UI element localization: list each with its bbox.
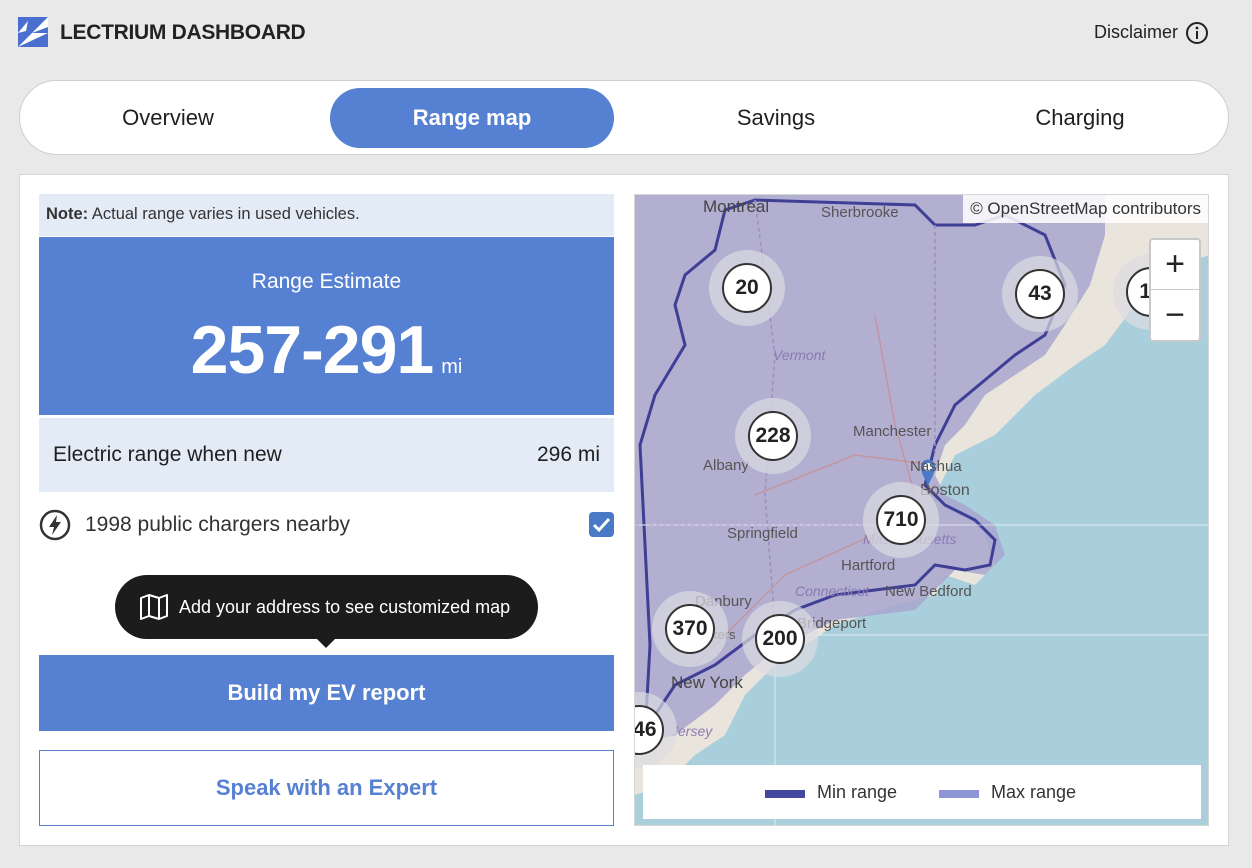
tab-savings-label[interactable]: Savings (736, 105, 816, 130)
min-range-label: Min range (817, 782, 898, 802)
speak-with-expert-label[interactable]: Speak with an Expert (215, 775, 438, 800)
tab-savings[interactable]: Savings (634, 88, 918, 148)
charger-cluster[interactable]: 200 (742, 601, 818, 677)
city-label-new-bedford: New Bedford (885, 583, 972, 600)
tab-overview[interactable]: Overview (26, 88, 310, 148)
map-legend: Min range Max range (643, 765, 1201, 819)
disclaimer-label[interactable]: Disclaimer (1093, 22, 1178, 42)
tab-overview-label[interactable]: Overview (122, 105, 214, 130)
tooltip-text: Add your address to see customized map (179, 596, 511, 617)
show-chargers-checkbox[interactable] (589, 512, 614, 537)
build-ev-report-button[interactable]: Build my EV report (39, 655, 614, 731)
map-attribution: © OpenStreetMap contributors (963, 195, 1208, 223)
address-tooltip: Add your address to see customized map (115, 575, 538, 648)
zoom-out-button[interactable]: − (1165, 295, 1185, 334)
range-estimate-value: 257-291 mi (39, 311, 614, 389)
charger-cluster[interactable]: 710 (863, 482, 939, 558)
speak-with-expert-button[interactable]: Speak with an Expert (39, 750, 614, 826)
range-value-unit: mi (441, 356, 463, 378)
range-when-new-label: Electric range when new (53, 443, 282, 466)
max-range-label: Max range (991, 782, 1077, 802)
map-icon (140, 594, 168, 620)
cluster-count[interactable]: 346 (635, 705, 664, 755)
zoom-in-button[interactable]: + (1151, 240, 1199, 290)
range-value-number: 257-291 (190, 312, 435, 388)
cluster-count[interactable]: 20 (722, 263, 772, 313)
charger-cluster[interactable]: 370 (652, 591, 728, 667)
max-range-swatch (939, 790, 979, 798)
state-label-vermont: Vermont (773, 347, 826, 363)
city-label-montreal: Montreal (703, 197, 770, 216)
tab-charging-label[interactable]: Charging (1035, 105, 1125, 130)
city-label-albany: Albany (703, 457, 749, 474)
info-icon[interactable] (1185, 21, 1209, 45)
disclaimer-link[interactable]: Disclaimer (1094, 22, 1178, 43)
city-label-nashua: Nashua (910, 458, 962, 475)
tab-bar: Overview Range map Savings Charging (19, 80, 1229, 155)
lightning-bolt-icon (39, 509, 71, 541)
city-label-manchester: Manchester (853, 423, 932, 440)
range-note: Note: Actual range varies in used vehicl… (39, 194, 614, 236)
top-bar: LECTRIUM DASHBOARD Disclaimer (0, 0, 1252, 70)
charger-cluster[interactable]: 20 (709, 250, 785, 326)
note-bold: Note: (46, 205, 89, 223)
city-label-sherbrooke: Sherbrooke (821, 204, 899, 221)
cluster-count[interactable]: 200 (755, 614, 805, 664)
city-label-new-york: New York (671, 673, 743, 692)
build-ev-report-label[interactable]: Build my EV report (227, 680, 426, 705)
range-estimate-card: Range Estimate 257-291 mi (39, 237, 614, 415)
checkmark-icon (592, 517, 611, 533)
state-label-jersey: Jersey (671, 723, 713, 739)
tab-charging[interactable]: Charging (938, 88, 1222, 148)
state-label-connecticut: Connecticut (795, 583, 869, 599)
brand-title: LECTRIUM DASHBOARD (60, 21, 306, 44)
range-when-new-row: Electric range when new 296 mi (39, 418, 614, 492)
zoom-control: + − (1149, 238, 1201, 342)
tab-range-map-label[interactable]: Range map (412, 105, 532, 130)
cluster-count[interactable]: 228 (748, 411, 798, 461)
lectrium-logo-icon (18, 17, 48, 47)
city-label-boston: Boston (920, 482, 970, 499)
range-when-new-value: 296 mi (536, 443, 600, 466)
charger-cluster[interactable]: 43 (1002, 256, 1078, 332)
note-text: Actual range varies in used vehicles. (91, 205, 360, 223)
public-chargers-label: 1998 public chargers nearby (85, 513, 351, 536)
public-chargers-row: 1998 public chargers nearby (39, 508, 614, 542)
range-estimate-title: Range Estimate (251, 270, 402, 293)
range-map[interactable]: Montreal Sherbrooke Manchester Albany Na… (634, 194, 1209, 826)
cluster-count[interactable]: 710 (876, 495, 926, 545)
min-range-swatch (765, 790, 805, 798)
city-label-springfield: Springfield (727, 525, 798, 542)
cluster-count[interactable]: 370 (665, 604, 715, 654)
city-label-hartford: Hartford (841, 557, 896, 574)
charger-cluster[interactable]: 228 (735, 398, 811, 474)
tab-range-map[interactable]: Range map (330, 88, 614, 148)
cluster-count[interactable]: 43 (1015, 269, 1065, 319)
